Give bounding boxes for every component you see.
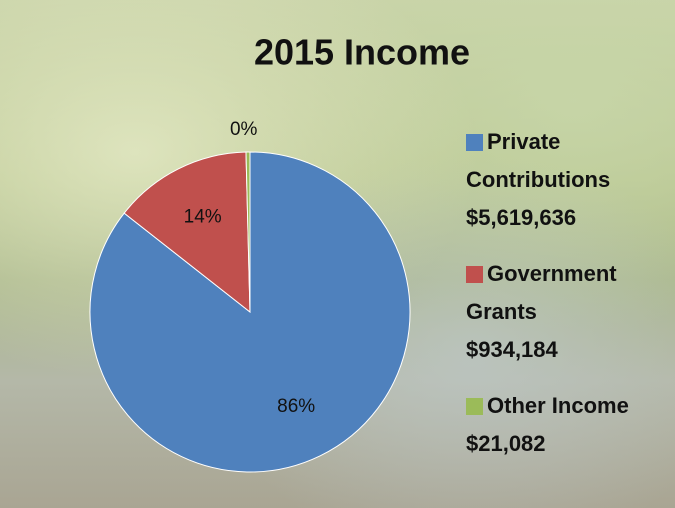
legend-amount: $5,619,636 [466,205,576,230]
legend-amount: $934,184 [466,337,559,362]
slice-label: 14% [184,207,222,228]
pie-slice [245,151,251,313]
legend-label: Government Grants [466,261,617,324]
slice-label: 86% [277,396,315,417]
legend-swatch [466,266,483,283]
slice-label: 0% [230,119,258,140]
legend-swatch [466,134,483,151]
legend-swatch [466,398,483,415]
legend-label: Other Income [487,393,629,418]
legend-label: Private Contributions [466,129,610,192]
legend-amount: $21,082 [466,431,546,456]
chart-title: 2015 Income [254,32,470,73]
pie-slice [123,151,251,314]
